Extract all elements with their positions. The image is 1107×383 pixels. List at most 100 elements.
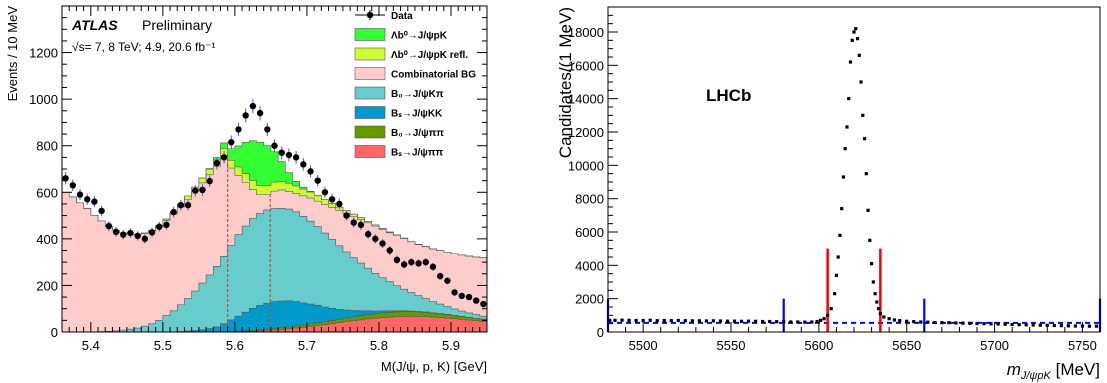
data-point (1017, 323, 1021, 327)
x-tick-label: 5750 (1068, 338, 1097, 353)
legend-swatch (354, 28, 386, 41)
data-point (862, 137, 867, 141)
data-point (857, 53, 861, 57)
data-point (1045, 323, 1049, 327)
y-tick-label: 2000 (575, 292, 604, 307)
y-tick-label: 1000 (29, 92, 58, 107)
data-point (206, 177, 213, 185)
data-point (228, 139, 235, 146)
data-point (869, 262, 874, 266)
x-axis-title-main: m (1007, 360, 1021, 379)
y-tick-label: 200 (36, 278, 58, 293)
data-point (328, 196, 336, 203)
data-point (833, 292, 837, 296)
x-tick-label: 5600 (804, 338, 833, 353)
data-points (62, 98, 487, 308)
y-axis-title: Events / 10 MeV (5, 6, 20, 102)
data-point (933, 320, 937, 325)
data-point (875, 300, 879, 304)
data-point (873, 292, 877, 296)
legend-swatch (354, 86, 386, 100)
data-point (465, 293, 473, 301)
data-point (683, 319, 687, 323)
y-axis-title: Candidates/(1 MeV) (556, 7, 575, 158)
data-point (184, 201, 192, 209)
atlas-mass-chart: 5.4 5.5 5.6 5.7 5.8 5.9 0 200 400 600 800 1000 1200 M… (5, 5, 488, 374)
data-point (989, 322, 993, 326)
data-point (379, 240, 386, 247)
data-point (307, 168, 314, 175)
data-point (76, 191, 84, 198)
data-point (256, 109, 264, 117)
y-tick-label: 400 (36, 232, 58, 247)
plot-frame (607, 6, 1101, 333)
data-point (300, 161, 307, 168)
x-tick-label: 5650 (892, 338, 921, 353)
data-point (996, 322, 1000, 326)
data-point (961, 321, 965, 325)
data-point (120, 231, 127, 238)
y-axis: 0 2000 4000 6000 8000 10000 12000 14000 16000 180… (568, 6, 618, 340)
data-point (213, 159, 221, 167)
data-point (718, 319, 723, 323)
data-point (163, 221, 170, 229)
y-tick-label: 10000 (568, 158, 604, 173)
y-tick-label: 1200 (29, 46, 58, 61)
y-tick-label: 4000 (575, 258, 604, 273)
experiment-status: Preliminary (142, 17, 212, 33)
x-tick-label: 5.4 (82, 338, 100, 353)
x-tick-label: 5.7 (298, 338, 316, 353)
data-point (810, 320, 814, 324)
y-tick-label: 0 (51, 325, 58, 340)
x-axis-title-subscript: J/ψpK (1020, 370, 1052, 382)
data-point (634, 318, 638, 323)
data-point (170, 208, 177, 216)
data-point (156, 223, 163, 230)
y-tick-label: 6000 (575, 225, 604, 240)
legend-swatch (354, 145, 386, 158)
data-point (1038, 323, 1042, 327)
legend-label: Bₛ→J/ψππ (391, 148, 443, 159)
data-point (141, 235, 149, 243)
data-point (620, 318, 624, 322)
data-point (855, 37, 860, 41)
data-point (444, 277, 451, 284)
x-tick-label: 5550 (717, 338, 746, 353)
data-point (843, 147, 847, 151)
data-point (1059, 324, 1063, 328)
data-point (892, 318, 897, 322)
data-point (177, 201, 185, 209)
legend-label: B₀→J/ψππ (391, 128, 444, 139)
data-point (819, 318, 823, 322)
data-point (834, 273, 839, 277)
data-point (676, 318, 680, 323)
data-point (436, 272, 444, 280)
data-point (264, 126, 271, 133)
legend-label: Λb⁰→J/ψpK (391, 31, 448, 42)
data-point (472, 297, 480, 304)
data-point (782, 320, 786, 324)
legend-marker-point (366, 11, 374, 19)
x-tick-label: 5700 (980, 338, 1009, 353)
x-tick-label: 5.5 (154, 338, 172, 353)
data-point (868, 238, 872, 242)
data-point (739, 319, 744, 323)
x-axis: 5500 5550 5600 5650 5700 5750 (607, 322, 1101, 353)
data-point (815, 319, 819, 324)
data-point (768, 319, 772, 324)
data-point (926, 320, 930, 324)
data-point (285, 151, 293, 159)
y-tick-label: 0 (597, 325, 604, 340)
data-point (655, 319, 659, 323)
data-point (1003, 322, 1007, 326)
legend-label: Bₛ→J/ψKK (391, 109, 443, 120)
legend-swatch (354, 67, 386, 80)
data-point (746, 319, 751, 323)
data-point (69, 182, 77, 189)
data-point (847, 97, 851, 101)
data-point (878, 312, 882, 316)
experiment-label: LHCb (706, 86, 751, 105)
data-point (220, 154, 228, 161)
y-tick-label: 800 (36, 139, 58, 154)
data-point (947, 321, 951, 325)
